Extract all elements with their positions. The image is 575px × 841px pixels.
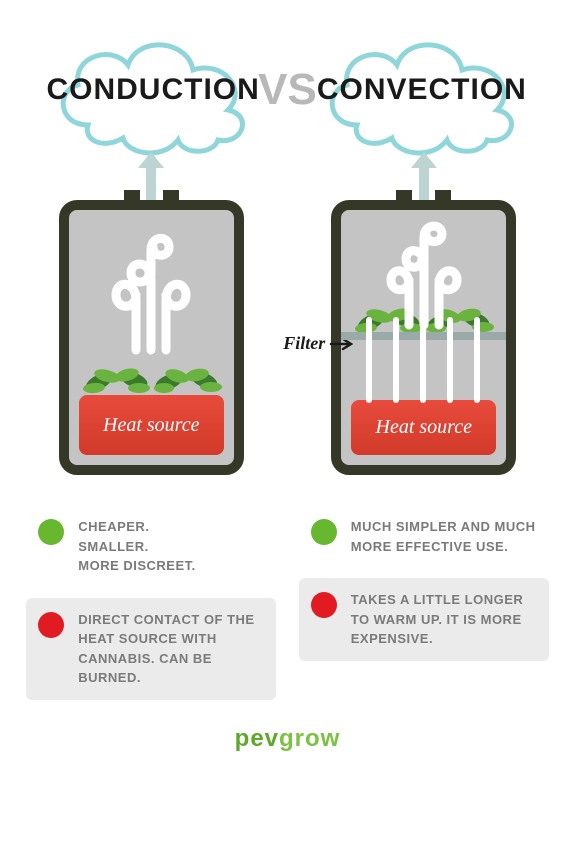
convection-pro-text: MUCH SIMPLER AND MUCH MORE EFFECTIVE USE… (351, 517, 537, 556)
infographic: CONDUCTION VS CONVECTION (0, 0, 575, 773)
devices-row: Heat source Filter (15, 150, 560, 475)
up-arrow-icon (136, 150, 166, 205)
conduction-con-text: DIRECT CONTACT OF THE HEAT SOURCE WITH C… (78, 610, 264, 688)
conduction-column: Heat source (26, 150, 276, 475)
conduction-bullets: CHEAPER.SMALLER.MORE DISCREET. DIRECT CO… (26, 505, 276, 710)
cloud-right: CONVECTION (307, 20, 537, 160)
con-dot-icon (311, 592, 337, 618)
convection-column: Filter (299, 150, 549, 475)
plants-icon (79, 350, 224, 395)
pro-bullet: MUCH SIMPLER AND MUCH MORE EFFECTIVE USE… (299, 505, 549, 568)
conduction-pro-text: CHEAPER.SMALLER.MORE DISCREET. (78, 517, 196, 576)
conduction-title: CONDUCTION (46, 73, 259, 107)
con-dot-icon (38, 612, 64, 638)
convection-device: Filter (331, 200, 516, 475)
heat-source-label: Heat source (79, 395, 224, 455)
bullets-row: CHEAPER.SMALLER.MORE DISCREET. DIRECT CO… (15, 505, 560, 710)
convection-title: CONVECTION (317, 73, 527, 107)
logo-part1: pev (235, 725, 279, 752)
convection-bullets: MUCH SIMPLER AND MUCH MORE EFFECTIVE USE… (299, 505, 549, 710)
pro-dot-icon (311, 519, 337, 545)
conduction-device: Heat source (59, 200, 244, 475)
con-bullet: TAKES A LITTLE LONGER TO WARM UP. IT IS … (299, 578, 549, 661)
logo: pevgrow (235, 725, 341, 753)
plant-row (79, 350, 224, 395)
cloud-left: CONDUCTION (38, 20, 268, 160)
pro-dot-icon (38, 519, 64, 545)
heat-source-label: Heat source (351, 400, 496, 455)
logo-part2: grow (279, 725, 340, 752)
pro-bullet: CHEAPER.SMALLER.MORE DISCREET. (26, 505, 276, 588)
header-row: CONDUCTION VS CONVECTION (15, 20, 560, 160)
con-bullet: DIRECT CONTACT OF THE HEAT SOURCE WITH C… (26, 598, 276, 700)
convection-con-text: TAKES A LITTLE LONGER TO WARM UP. IT IS … (351, 590, 537, 649)
vs-label: VS (258, 65, 317, 115)
vapor-swirl-icon (364, 215, 484, 330)
up-arrow-icon (409, 150, 439, 205)
vapor-swirl-icon (91, 225, 211, 355)
